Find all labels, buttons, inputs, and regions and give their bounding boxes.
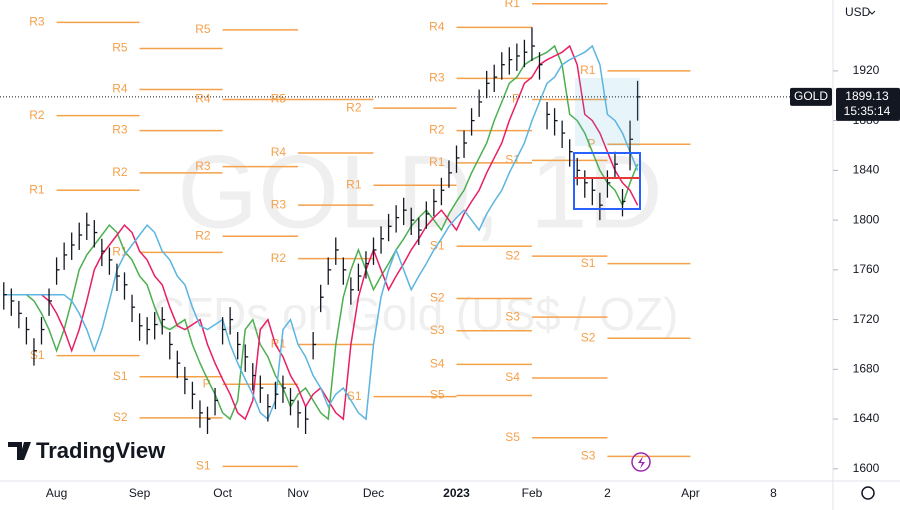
pivot-label: R4 bbox=[112, 82, 128, 96]
pivot-label: S1 bbox=[30, 348, 45, 362]
pivot-label: R2 bbox=[271, 251, 287, 265]
pivot-label: P bbox=[512, 92, 520, 106]
pivot-label: R1 bbox=[346, 177, 362, 191]
pivot-label: R2 bbox=[429, 123, 445, 137]
logo: TradingView bbox=[8, 438, 166, 463]
pivot-label: S1 bbox=[113, 369, 128, 383]
pivot-label: R1 bbox=[505, 0, 521, 10]
pivot-label: S1 bbox=[581, 256, 596, 270]
x-tick-label: Aug bbox=[46, 486, 67, 500]
y-tick-label: 1920 bbox=[853, 63, 880, 77]
y-tick-label: 1640 bbox=[853, 411, 880, 425]
pivot-label: R2 bbox=[346, 100, 362, 114]
x-tick-label: 2023 bbox=[443, 486, 470, 500]
pivot-label: S3 bbox=[581, 449, 596, 463]
pivot-label: R2 bbox=[195, 228, 211, 242]
pivot-label: R1 bbox=[29, 182, 45, 196]
y-tick-label: 1840 bbox=[853, 163, 880, 177]
pivot-label: S1 bbox=[196, 458, 211, 472]
pivot-label: R2 bbox=[29, 108, 45, 122]
pivot-label: S2 bbox=[505, 248, 520, 262]
y-tick-label: 1680 bbox=[853, 361, 880, 375]
pivot-label: R3 bbox=[271, 197, 287, 211]
pivot-label: S4 bbox=[505, 370, 520, 384]
x-tick-label: Oct bbox=[213, 486, 232, 500]
y-tick-label: 1720 bbox=[853, 312, 880, 326]
events-icon[interactable] bbox=[631, 452, 651, 472]
settings-icon[interactable] bbox=[861, 486, 875, 500]
pivot-label: S4 bbox=[430, 357, 445, 371]
watermark-subtitle: CFDs on Gold (US$ / OZ) bbox=[152, 288, 679, 340]
range-shade bbox=[575, 78, 640, 146]
pivot-label: R1 bbox=[580, 63, 596, 77]
x-tick-label: 8 bbox=[770, 486, 777, 500]
pivot-label: R4 bbox=[271, 145, 287, 159]
x-tick-label: Nov bbox=[287, 486, 308, 500]
events-bolt bbox=[638, 456, 645, 469]
plot: R3 R2 R1 S1 R5 R4 R3 R2 R1 S1 S2 R5 R4 R3 R2 P S1 R5 R4 R3 R… bbox=[3, 0, 691, 472]
symbol-label: GOLD bbox=[794, 89, 828, 103]
pivot-label: S5 bbox=[505, 430, 520, 444]
price-tag bbox=[836, 87, 900, 121]
range-box bbox=[573, 152, 641, 210]
pivot-label: R3 bbox=[429, 71, 445, 85]
y-tick-label: 1760 bbox=[853, 262, 880, 276]
pivot-label: R1 bbox=[429, 155, 445, 169]
brand: TradingView bbox=[36, 438, 166, 463]
currency-chevron bbox=[868, 10, 876, 15]
pivot-label: R5 bbox=[271, 92, 287, 106]
countdown: 15:35:14 bbox=[844, 104, 891, 118]
x-tick-label: Dec bbox=[363, 486, 384, 500]
pivot-label: R4 bbox=[195, 92, 211, 106]
y-tick-label: 1600 bbox=[853, 461, 880, 475]
pivot-label: S1 bbox=[505, 153, 520, 167]
symbol-tag bbox=[790, 87, 832, 106]
pivot-label: S5 bbox=[430, 388, 445, 402]
pivot-label: S3 bbox=[505, 309, 520, 323]
pivot-label: P bbox=[203, 376, 211, 390]
currency[interactable]: USD bbox=[845, 5, 871, 19]
x-tick-label: Sep bbox=[129, 486, 151, 500]
pivot-label: S1 bbox=[347, 389, 362, 403]
pivot-label: S2 bbox=[430, 291, 445, 305]
pivot-label: R5 bbox=[195, 22, 211, 36]
ma-line bbox=[3, 44, 639, 421]
pivot-label: R4 bbox=[429, 20, 445, 34]
x-tick-label: Feb bbox=[522, 486, 543, 500]
pivot-label: R3 bbox=[112, 123, 128, 137]
pivot-label: R2 bbox=[112, 165, 128, 179]
pivot-label: R3 bbox=[29, 15, 45, 29]
price-label: 1899.13 bbox=[845, 89, 889, 103]
pivot-label: P bbox=[587, 136, 595, 150]
logo-mark bbox=[8, 442, 31, 460]
pivot-label: S2 bbox=[581, 330, 596, 344]
x-tick-label: Apr bbox=[681, 486, 700, 500]
pivot-label: R3 bbox=[195, 159, 211, 173]
pivot-label: R5 bbox=[112, 41, 128, 55]
watermark-title: GOLD, 1D bbox=[177, 134, 662, 250]
x-tick-label: 2 bbox=[604, 486, 611, 500]
pivot-label: S3 bbox=[430, 323, 445, 337]
y-tick-label: 1800 bbox=[853, 212, 880, 226]
pivot-label: S2 bbox=[113, 410, 128, 424]
